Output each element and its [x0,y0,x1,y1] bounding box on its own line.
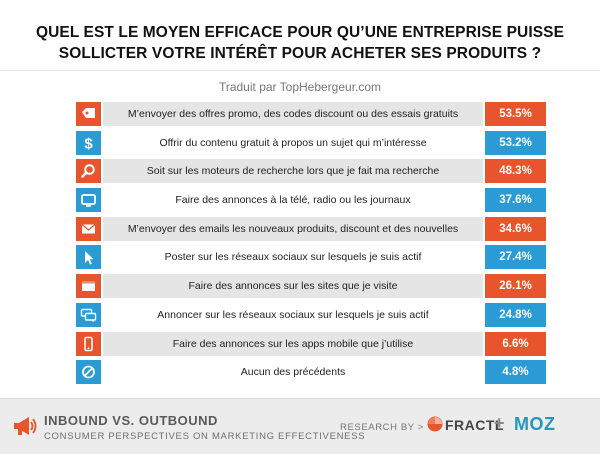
row-icon-box [76,360,101,385]
price-tag-icon [82,108,95,118]
row-label: Annoncer sur les réseaux sociaux sur les… [103,302,483,327]
cursor-icon [85,251,94,265]
chart-row: Soit sur les moteurs de recherche lors q… [76,157,546,186]
chart-subtitle: Traduit par TopHebergeur.com [218,80,382,94]
row-icon-box: $ [76,130,101,155]
row-value: 53.5% [485,102,546,126]
row-label: Offrir du contenu gratuit à propos un su… [103,130,483,155]
magnifier-icon [81,164,95,179]
mobile-icon [84,336,93,351]
fractl-logo-text: FRACTL [445,417,504,433]
footer-title: INBOUND VS. OUTBOUND [44,413,218,428]
research-by-label: RESEARCH BY > [340,422,424,433]
chart-title-line2: SOLLICTER VOTRE INTÉRÊT POUR ACHETER SES… [58,45,542,62]
row-icon-box [76,188,101,213]
fractl-logo-icon [427,416,443,432]
chart-row: Faire des annonces sur les sites que je … [76,272,546,301]
row-value: 53.2% [485,130,546,155]
dollar-icon: $ [84,135,93,152]
row-label: Soit sur les moteurs de recherche lors q… [103,159,483,184]
megaphone-icon [14,417,37,435]
footer-banner: INBOUND VS. OUTBOUND CONSUMER PERSPECTIV… [0,398,600,454]
row-icon-box [76,159,101,184]
row-icon-box [76,274,101,299]
chart-row: Annoncer sur les réseaux sociaux sur les… [76,301,546,330]
row-label: M’envoyer des offres promo, des codes di… [103,102,483,126]
row-icon-box [76,216,101,241]
chart-row: M’envoyer des offres promo, des codes di… [76,100,546,129]
chart-row: $ Offrir du contenu gratuit à propos un s… [76,129,546,158]
none-icon [82,365,95,379]
row-value: 34.6% [485,216,546,241]
row-value: 6.6% [485,331,546,356]
row-label: M’envoyer des emails les nouveaux produi… [103,216,483,241]
row-value: 4.8% [485,360,546,385]
row-value: 24.8% [485,302,546,327]
chart-row: Faire des annonces sur les apps mobile q… [76,330,546,359]
row-icon-box [76,331,101,356]
chat-bubbles-icon [80,308,97,323]
title-divider [0,70,600,71]
chart-row: Aucun des précédents 4.8% [76,358,546,387]
row-label: Poster sur les réseaux sociaux sur lesqu… [103,245,483,270]
chart-rows: M’envoyer des offres promo, des codes di… [76,100,546,387]
envelope-icon [81,223,96,234]
row-icon-box [76,302,101,327]
chart-title-line1: QUEL EST LE MOYEN EFFICACE POUR QU’UNE E… [35,24,565,41]
row-value: 26.1% [485,274,546,299]
chart-title: QUEL EST LE MOYEN EFFICACE POUR QU’UNE E… [0,22,600,64]
row-value: 37.6% [485,188,546,213]
row-label: Faire des annonces sur les sites que je … [103,274,483,299]
moz-logo-text: MOZ [514,414,556,434]
browser-icon [82,281,95,292]
plus-sign: + [494,413,505,433]
row-label: Faire des annonces à la télé, radio ou l… [103,188,483,213]
svg-text:$: $ [84,135,93,152]
row-value: 48.3% [485,159,546,184]
tv-icon [81,194,96,207]
chart-row: Faire des annonces à la télé, radio ou l… [76,186,546,215]
chart-row: Poster sur les réseaux sociaux sur lesqu… [76,243,546,272]
row-label: Aucun des précédents [103,360,483,385]
row-icon-box [76,245,101,270]
footer-subtitle: CONSUMER PERSPECTIVES ON MARKETING EFFEC… [44,431,366,442]
chart-row: M’envoyer des emails les nouveaux produi… [76,215,546,244]
row-icon-box [76,102,101,126]
row-value: 27.4% [485,245,546,270]
row-label: Faire des annonces sur les apps mobile q… [103,331,483,356]
